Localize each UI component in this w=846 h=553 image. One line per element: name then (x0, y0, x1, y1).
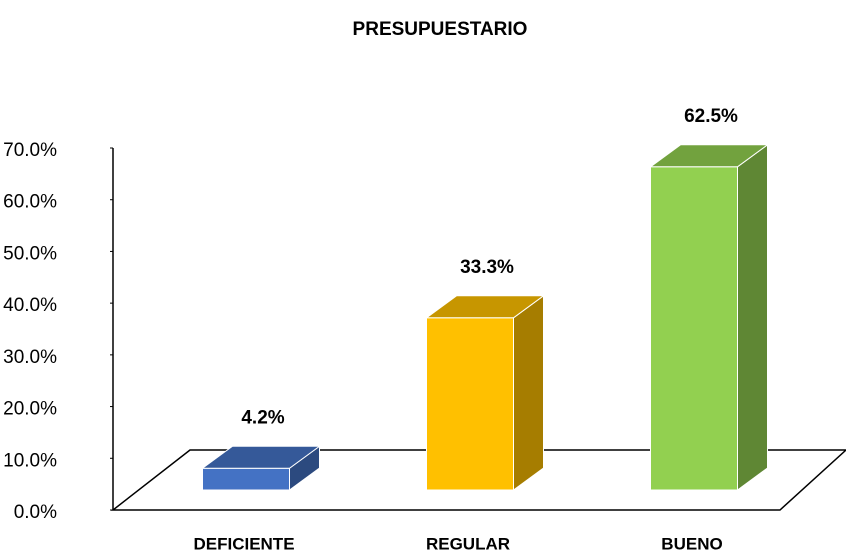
value-label: 62.5% (684, 106, 738, 127)
y-tick-label: 60.0% (3, 192, 57, 213)
y-tick-label: 30.0% (3, 347, 57, 368)
y-tick-label: 50.0% (3, 243, 57, 264)
value-label: 4.2% (241, 407, 284, 428)
bar (650, 166, 738, 491)
y-tick-label: 20.0% (3, 399, 57, 420)
bar-top (200, 445, 322, 469)
y-tick-label: 70.0% (3, 140, 57, 161)
x-tick-label: REGULAR (426, 534, 510, 553)
bar-top (424, 295, 546, 319)
x-tick-label: DEFICIENTE (193, 534, 294, 553)
y-tick-label: 0.0% (14, 502, 57, 523)
floor (110, 449, 846, 511)
x-tick-label: BUENO (661, 534, 722, 553)
value-label: 33.3% (460, 257, 514, 278)
chart-title: PRESUPUESTARIO (353, 19, 528, 40)
bar-top (648, 144, 770, 168)
bar-side (737, 143, 768, 491)
bar-side (513, 294, 544, 491)
bar (202, 467, 290, 491)
y-tick-label: 40.0% (3, 295, 57, 316)
y-tick-label: 10.0% (3, 450, 57, 471)
bar (426, 317, 514, 491)
